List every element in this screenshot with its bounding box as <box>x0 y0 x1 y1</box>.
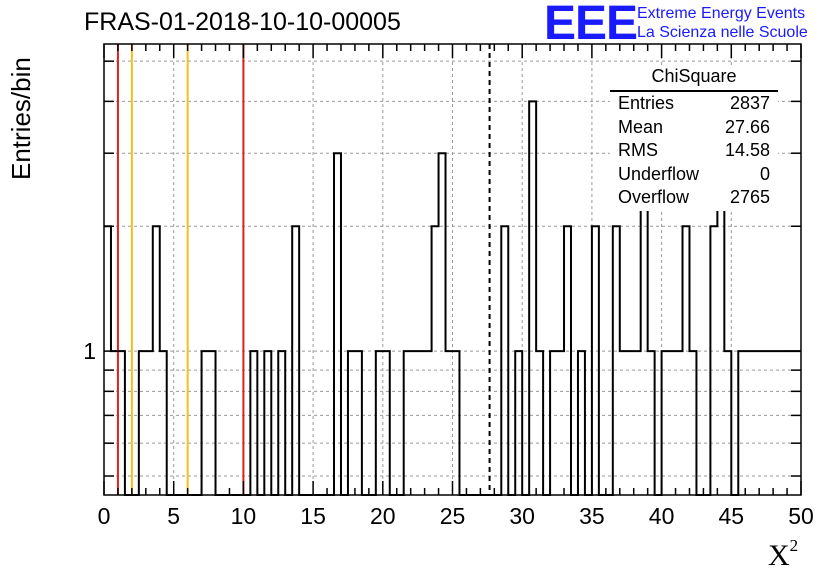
histogram-bin <box>683 226 690 495</box>
x-tick-label: 40 <box>649 503 675 529</box>
x-axis-label-sup: 2 <box>789 536 799 555</box>
histogram-bin <box>676 351 683 495</box>
histogram-bin <box>766 351 773 495</box>
histogram-bin <box>745 351 752 495</box>
histogram-bin <box>160 351 167 495</box>
histogram-bin <box>264 351 271 495</box>
histogram-bin <box>780 351 787 495</box>
histogram-bin <box>446 351 453 495</box>
histogram-bin <box>250 351 257 495</box>
eee-logo: EEE <box>544 0 638 50</box>
histogram-bin <box>648 351 655 495</box>
y-tick-label: 1 <box>83 338 96 364</box>
stats-row-entries: Entries 2837 <box>610 93 778 117</box>
histogram-bin <box>146 351 153 495</box>
histogram-bin <box>411 351 418 495</box>
x-tick-label: 45 <box>719 503 745 529</box>
stats-label: Overflow <box>618 187 690 207</box>
logo-line-2: La Scienza nelle Scuole <box>637 24 808 41</box>
histogram-bin <box>689 351 696 495</box>
x-axis-label-main: X <box>768 539 790 572</box>
stats-value: 0 <box>759 163 770 184</box>
x-tick-label: 35 <box>579 503 605 529</box>
histogram-bin <box>383 351 390 495</box>
x-tick-label: 15 <box>300 503 326 529</box>
stats-label: Entries <box>618 93 675 113</box>
histogram-bin <box>515 351 522 495</box>
histogram-bin <box>453 351 460 495</box>
histogram-bin <box>202 351 209 495</box>
histogram-bin <box>278 351 285 495</box>
x-tick-label: 25 <box>440 503 466 529</box>
histogram-bin <box>669 351 676 495</box>
stats-row-mean: Mean 27.66 <box>610 117 778 141</box>
x-tick-label: 5 <box>167 503 180 529</box>
stats-value: 14.58 <box>724 140 770 160</box>
x-tick-label: 20 <box>370 503 396 529</box>
stats-value: 2837 <box>729 93 770 113</box>
stats-box: ChiSquare Entries 2837 Mean 27.66 RMS 14… <box>610 66 778 211</box>
histogram-bin <box>550 351 557 495</box>
histogram-bin <box>620 351 627 495</box>
stats-row-overflow: Overflow 2765 <box>610 187 778 211</box>
stats-value: 2765 <box>729 187 770 207</box>
logo-line-1: Extreme Energy Events <box>637 5 806 22</box>
stats-label: Mean <box>618 116 664 137</box>
histogram-bin <box>627 351 634 495</box>
histogram-bin <box>529 101 536 495</box>
histogram-bin <box>348 351 355 495</box>
stats-label: Underflow <box>618 163 700 184</box>
histogram-bin <box>773 351 780 495</box>
histogram-bin <box>613 226 620 495</box>
histogram-bin <box>209 351 216 495</box>
histogram-bin <box>334 153 341 495</box>
stats-row-underflow: Underflow 0 <box>610 164 778 188</box>
histogram-bin <box>787 351 794 495</box>
histogram-bin <box>557 351 564 495</box>
stats-value: 27.66 <box>724 116 770 137</box>
histogram-bin <box>153 226 160 495</box>
histogram-bin <box>536 351 543 495</box>
x-tick-label: 50 <box>788 503 814 529</box>
histogram-bin <box>564 226 571 495</box>
histogram-bin <box>724 351 731 495</box>
histogram-bin <box>376 351 383 495</box>
stats-row-rms: RMS 14.58 <box>610 140 778 164</box>
x-tick-label: 30 <box>509 503 535 529</box>
chart-title: FRAS-01-2018-10-10-00005 <box>84 8 401 36</box>
histogram-bin <box>738 351 745 495</box>
stats-label: RMS <box>618 140 658 160</box>
histogram-bin <box>578 351 585 495</box>
stats-title: ChiSquare <box>610 66 778 92</box>
histogram-bin <box>404 351 411 495</box>
histogram-bin <box>292 226 299 495</box>
histogram-bin <box>752 351 759 495</box>
histogram-bin <box>432 226 439 495</box>
histogram-bin <box>794 351 801 495</box>
x-tick-label: 0 <box>98 503 111 529</box>
histogram-bin <box>592 226 599 495</box>
histogram-bin <box>425 351 432 495</box>
histogram-bin <box>111 351 118 495</box>
histogram-bin <box>501 226 508 495</box>
histogram-bin <box>759 351 766 495</box>
histogram-bin <box>118 351 125 495</box>
histogram-bin <box>104 226 111 495</box>
histogram-bin <box>710 226 717 495</box>
x-tick-label: 10 <box>231 503 257 529</box>
histogram-bin <box>355 351 362 495</box>
histogram-bin <box>418 351 425 495</box>
x-axis-label: X2 <box>768 536 798 573</box>
histogram-bin <box>139 351 146 495</box>
histogram-bin <box>662 351 669 495</box>
y-axis-label: Entries/bin <box>6 57 36 180</box>
histogram-bin <box>634 351 641 495</box>
histogram-bin <box>439 153 446 495</box>
logo-caption: Extreme Energy Events La Scienza nelle S… <box>637 4 808 42</box>
